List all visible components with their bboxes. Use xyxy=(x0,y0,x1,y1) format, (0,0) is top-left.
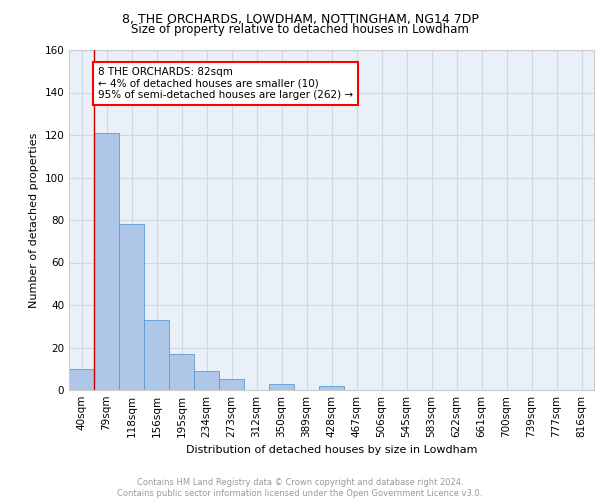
Bar xyxy=(119,224,144,390)
Text: Contains HM Land Registry data © Crown copyright and database right 2024.
Contai: Contains HM Land Registry data © Crown c… xyxy=(118,478,482,498)
Bar xyxy=(219,380,244,390)
X-axis label: Distribution of detached houses by size in Lowdham: Distribution of detached houses by size … xyxy=(186,446,477,456)
Text: 8, THE ORCHARDS, LOWDHAM, NOTTINGHAM, NG14 7DP: 8, THE ORCHARDS, LOWDHAM, NOTTINGHAM, NG… xyxy=(122,12,478,26)
Bar xyxy=(69,369,94,390)
Y-axis label: Number of detached properties: Number of detached properties xyxy=(29,132,39,308)
Bar xyxy=(144,320,169,390)
Text: 8 THE ORCHARDS: 82sqm
← 4% of detached houses are smaller (10)
95% of semi-detac: 8 THE ORCHARDS: 82sqm ← 4% of detached h… xyxy=(98,67,353,100)
Bar xyxy=(194,371,219,390)
Bar xyxy=(169,354,194,390)
Text: Size of property relative to detached houses in Lowdham: Size of property relative to detached ho… xyxy=(131,22,469,36)
Bar xyxy=(94,133,119,390)
Bar xyxy=(269,384,294,390)
Bar xyxy=(319,386,344,390)
